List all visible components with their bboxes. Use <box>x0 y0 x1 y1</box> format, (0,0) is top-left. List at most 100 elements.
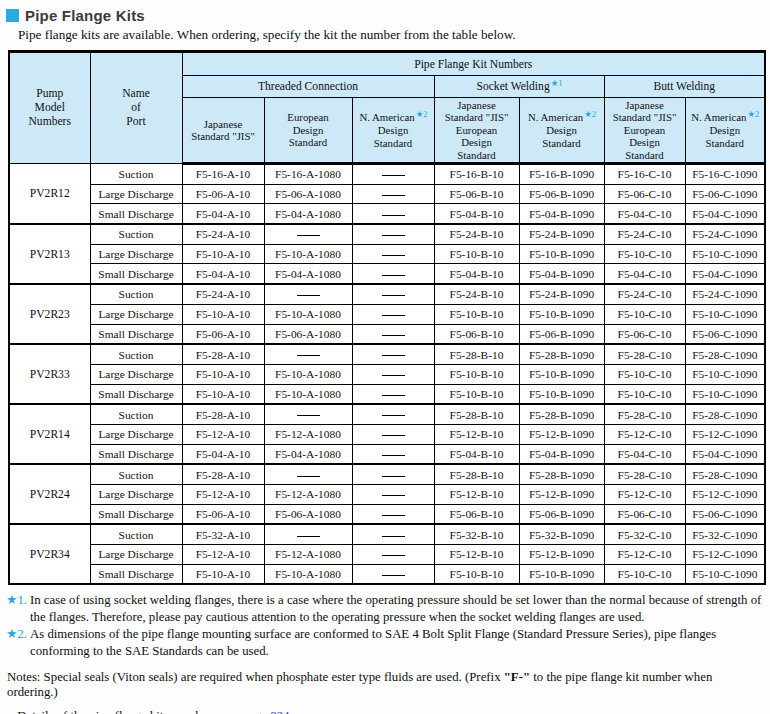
kit-number-cell: F5-04-B-1090 <box>519 204 604 224</box>
kit-number-cell: F5-10-A-1080 <box>264 564 352 584</box>
header-threaded-european: European Design Standard <box>264 98 352 164</box>
kit-number-cell: F5-10-C-1090 <box>685 384 765 404</box>
kit-number-cell <box>264 344 352 364</box>
not-available-dash <box>382 215 405 216</box>
kit-number-cell <box>352 344 434 364</box>
footnote-star-ref: ★2 <box>584 109 596 119</box>
kit-number-cell: F5-10-B-10 <box>434 244 519 264</box>
kit-number-cell: F5-24-A-10 <box>182 224 264 244</box>
port-name-cell: Large Discharge <box>90 244 182 264</box>
table-row: Large DischargeF5-10-A-10F5-10-A-1080F5-… <box>9 244 765 264</box>
pump-model-cell: PV2R23 <box>9 284 90 344</box>
catalog-page: Pipe Flange Kits Pipe flange kits are av… <box>0 0 770 714</box>
kit-number-cell: F5-10-B-1090 <box>519 384 604 404</box>
port-name-cell: Small Discharge <box>90 504 182 524</box>
kit-number-cell: F5-28-C-1090 <box>685 464 765 484</box>
kit-number-cell: F5-24-B-1090 <box>519 284 604 304</box>
not-available-dash <box>297 476 320 477</box>
kit-number-cell: F5-10-A-10 <box>182 304 264 324</box>
kit-number-cell: F5-16-B-1090 <box>519 164 604 185</box>
bullet-icon: ● <box>7 709 14 714</box>
kit-number-cell <box>352 244 434 264</box>
kit-number-cell <box>264 464 352 484</box>
kit-number-cell: F5-04-C-1090 <box>685 444 765 464</box>
kit-number-cell: F5-12-A-1080 <box>264 424 352 444</box>
section-marker-square-icon <box>6 9 19 22</box>
kit-number-cell: F5-24-B-10 <box>434 224 519 244</box>
kit-number-cell: F5-10-B-10 <box>434 364 519 384</box>
kit-number-cell: F5-10-A-1080 <box>264 384 352 404</box>
kit-number-cell: F5-10-A-10 <box>182 364 264 384</box>
kit-number-cell: F5-10-C-1090 <box>685 304 765 324</box>
kit-number-cell: F5-10-C-10 <box>604 244 685 264</box>
port-name-cell: Suction <box>90 224 182 244</box>
header-pump-model: Pump Model Numbers <box>9 52 90 164</box>
kit-number-cell: F5-06-B-1090 <box>519 324 604 344</box>
footnote-2-text: As dimensions of the pipe flange mountin… <box>30 626 764 659</box>
kit-number-cell: F5-32-C-10 <box>604 524 685 544</box>
port-name-cell: Small Discharge <box>90 384 182 404</box>
kit-number-cell: F5-12-C-1090 <box>685 545 765 565</box>
kit-number-cell: F5-28-C-1090 <box>685 344 765 364</box>
kit-number-cell <box>352 384 434 404</box>
kit-number-cell: F5-12-B-10 <box>434 485 519 505</box>
footnote-2-star-marker: ★2. <box>6 626 30 659</box>
kit-number-cell: F5-12-A-1080 <box>264 545 352 565</box>
kit-number-cell: F5-10-B-1090 <box>519 304 604 324</box>
kit-number-cell <box>352 204 434 224</box>
kit-number-cell <box>264 404 352 424</box>
kit-number-cell: F5-28-B-1090 <box>519 404 604 424</box>
port-name-cell: Small Discharge <box>90 444 182 464</box>
table-row: Large DischargeF5-06-A-10F5-06-A-1080F5-… <box>9 184 765 204</box>
kit-number-cell: F5-16-C-1090 <box>685 164 765 185</box>
kit-number-cell: F5-06-C-10 <box>604 504 685 524</box>
not-available-dash <box>382 335 405 336</box>
table-row: PV2R13SuctionF5-24-A-10F5-24-B-10F5-24-B… <box>9 224 765 244</box>
table-row: PV2R24SuctionF5-28-A-10F5-28-B-10F5-28-B… <box>9 464 765 484</box>
kit-number-cell: F5-28-B-1090 <box>519 344 604 364</box>
kit-number-cell: F5-32-A-10 <box>182 524 264 544</box>
kit-number-cell <box>352 284 434 304</box>
not-available-dash <box>297 536 320 537</box>
kit-number-cell: F5-10-B-1090 <box>519 564 604 584</box>
kit-number-cell <box>352 364 434 384</box>
table-row: Small DischargeF5-06-A-10F5-06-A-1080F5-… <box>9 504 765 524</box>
kit-number-cell <box>352 564 434 584</box>
port-name-cell: Suction <box>90 404 182 424</box>
kit-number-cell: F5-10-A-1080 <box>264 244 352 264</box>
port-name-cell: Suction <box>90 164 182 185</box>
port-name-cell: Large Discharge <box>90 545 182 565</box>
kit-number-cell: F5-10-A-10 <box>182 564 264 584</box>
kit-number-cell: F5-12-B-1090 <box>519 545 604 565</box>
table-row: Small DischargeF5-04-A-10F5-04-A-1080F5-… <box>9 264 765 284</box>
kit-number-cell <box>264 524 352 544</box>
page-title: Pipe Flange Kits <box>25 7 145 24</box>
kit-number-cell: F5-16-B-10 <box>434 164 519 185</box>
kit-number-cell: F5-24-C-1090 <box>685 284 765 304</box>
table-row: PV2R34SuctionF5-32-A-10F5-32-B-10F5-32-B… <box>9 524 765 544</box>
kit-number-cell: F5-04-C-10 <box>604 444 685 464</box>
kit-table-body: PV2R12SuctionF5-16-A-10F5-16-A-1080F5-16… <box>9 164 765 585</box>
header-socket-welding: Socket Welding★1 <box>434 76 604 98</box>
table-row: PV2R12SuctionF5-16-A-10F5-16-A-1080F5-16… <box>9 164 765 185</box>
kit-number-cell: F5-24-B-10 <box>434 284 519 304</box>
kit-number-cell: F5-04-A-1080 <box>264 264 352 284</box>
not-available-dash <box>382 515 405 516</box>
port-name-cell: Large Discharge <box>90 424 182 444</box>
kit-number-cell: F5-32-B-1090 <box>519 524 604 544</box>
pump-model-cell: PV2R13 <box>9 224 90 284</box>
kit-number-cell: F5-10-C-10 <box>604 564 685 584</box>
table-row: Large DischargeF5-10-A-10F5-10-A-1080F5-… <box>9 304 765 324</box>
kit-number-cell: F5-12-B-1090 <box>519 424 604 444</box>
kit-number-cell <box>352 504 434 524</box>
kit-number-cell: F5-12-C-10 <box>604 485 685 505</box>
kit-number-cell: F5-10-A-1080 <box>264 304 352 324</box>
kit-number-cell: F5-12-C-1090 <box>685 424 765 444</box>
not-available-dash <box>382 536 405 537</box>
port-name-cell: Suction <box>90 344 182 364</box>
kit-number-cell: F5-06-A-1080 <box>264 324 352 344</box>
kit-number-cell: F5-06-B-10 <box>434 184 519 204</box>
kit-number-cell: F5-06-A-10 <box>182 184 264 204</box>
page-824-link[interactable]: page 824 <box>243 709 290 714</box>
kit-number-cell <box>352 524 434 544</box>
